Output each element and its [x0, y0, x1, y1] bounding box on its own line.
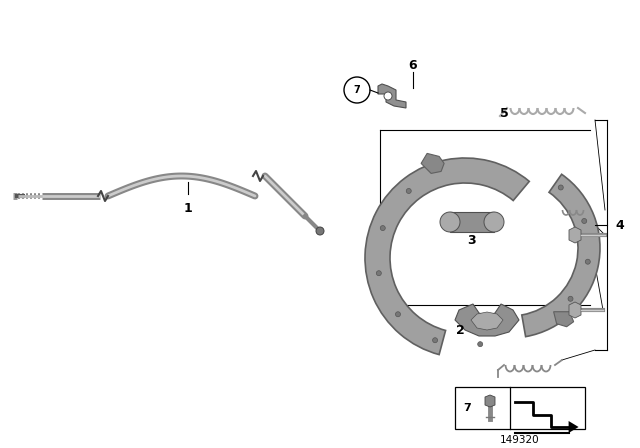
Circle shape — [380, 226, 385, 231]
Text: 2: 2 — [456, 323, 465, 336]
Circle shape — [484, 212, 504, 232]
Text: 149320: 149320 — [500, 435, 540, 445]
Circle shape — [582, 219, 587, 224]
Text: 5: 5 — [500, 107, 508, 120]
Bar — [455, 387, 585, 429]
Text: 7: 7 — [354, 85, 360, 95]
Polygon shape — [554, 312, 573, 327]
Text: 7: 7 — [463, 403, 471, 413]
Text: 1: 1 — [184, 202, 193, 215]
Circle shape — [558, 185, 563, 190]
Polygon shape — [568, 421, 579, 433]
Wedge shape — [522, 174, 600, 336]
Circle shape — [396, 312, 401, 317]
Circle shape — [586, 259, 590, 264]
Polygon shape — [485, 395, 495, 407]
Circle shape — [316, 227, 324, 235]
Polygon shape — [378, 84, 406, 108]
Circle shape — [376, 271, 381, 276]
Text: 4: 4 — [616, 219, 625, 232]
Polygon shape — [421, 153, 444, 173]
Text: 3: 3 — [468, 233, 476, 246]
Circle shape — [406, 189, 412, 194]
Circle shape — [433, 338, 438, 343]
Bar — [450, 212, 494, 232]
Polygon shape — [471, 312, 503, 330]
Circle shape — [568, 296, 573, 302]
Circle shape — [440, 212, 460, 232]
Circle shape — [477, 342, 483, 347]
Polygon shape — [569, 302, 581, 318]
Polygon shape — [455, 304, 519, 336]
Circle shape — [384, 92, 392, 100]
Text: 6: 6 — [409, 59, 417, 72]
Wedge shape — [365, 158, 529, 355]
Polygon shape — [569, 227, 581, 243]
